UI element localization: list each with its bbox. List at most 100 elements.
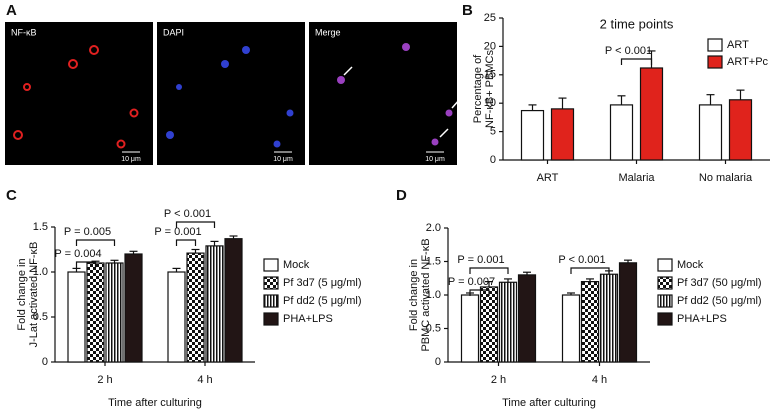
bar <box>86 262 105 363</box>
legend-label: Pf dd2 (5 μg/ml) <box>283 295 361 307</box>
y-tick-label: 0.5 <box>33 311 48 323</box>
image-label: NF-κB <box>11 27 37 37</box>
y-axis-label: Fold change in <box>16 258 28 330</box>
legend-label: Pf 3d7 (5 μg/ml) <box>283 277 361 289</box>
y-tick-label: 20 <box>484 40 496 52</box>
bar <box>124 253 143 363</box>
bar <box>580 281 600 363</box>
legend-swatch <box>657 258 673 272</box>
annotation: P = 0.007 <box>448 276 495 288</box>
y-axis-label: Fold change in <box>408 259 420 331</box>
y-axis-label: J-Lat activated NF-κB <box>28 242 40 348</box>
bar <box>728 99 753 161</box>
micrograph: NF-κB 10 μm <box>5 22 153 165</box>
panel-label: D <box>396 187 407 204</box>
significance-bracket <box>175 239 197 246</box>
y-tick-label: 1.0 <box>426 289 441 301</box>
legend-label: Mock <box>677 259 704 271</box>
y-tick-label: 10 <box>484 97 496 109</box>
y-tick-label: 0 <box>42 356 48 368</box>
bar <box>105 262 124 363</box>
bar <box>561 294 581 363</box>
bar <box>698 104 723 161</box>
annotation: P < 0.001 <box>605 45 652 57</box>
x-tick-label: 4 h <box>197 374 212 386</box>
bar <box>186 252 205 363</box>
y-tick-label: 25 <box>484 12 496 24</box>
bar <box>167 271 186 363</box>
legend-label: ART <box>727 39 749 51</box>
x-tick-label: 4 h <box>592 374 607 386</box>
bar <box>498 281 518 363</box>
significance-bracket <box>75 261 97 268</box>
bar <box>479 286 499 363</box>
y-axis-label: PBMC activated NF-κB <box>420 238 432 351</box>
legend-swatch <box>707 38 723 52</box>
significance-bracket <box>620 58 653 65</box>
annotation: P = 0.001 <box>457 254 504 266</box>
annotation: P = 0.004 <box>54 248 101 260</box>
legend-label: PHA+LPS <box>677 313 727 325</box>
scale-bar: 10 μm <box>425 156 445 163</box>
y-tick-label: 5 <box>490 126 496 138</box>
bar <box>460 294 480 363</box>
legend-swatch <box>263 294 279 308</box>
annotation: P < 0.001 <box>164 208 211 220</box>
legend-swatch <box>263 312 279 326</box>
y-tick-label: 1.0 <box>33 266 48 278</box>
panel-label: B <box>462 2 473 19</box>
legend-swatch <box>657 294 673 308</box>
bar <box>599 273 619 363</box>
bar <box>67 271 86 363</box>
bar <box>550 108 575 161</box>
image-label: DAPI <box>163 27 184 37</box>
x-tick-label: Malaria <box>618 172 655 184</box>
annotation: P = 0.001 <box>154 226 201 238</box>
legend-swatch <box>707 55 723 69</box>
y-axis-label: Percentage of <box>472 54 484 123</box>
bar <box>618 262 638 363</box>
x-axis-label: Time after culturing <box>502 397 596 409</box>
annotation: P = 0.005 <box>64 226 111 238</box>
scale-bar: 10 μm <box>273 156 293 163</box>
x-tick-label: 2 h <box>97 374 112 386</box>
bar <box>205 245 224 363</box>
legend-swatch <box>657 276 673 290</box>
x-tick-label: 2 h <box>491 374 506 386</box>
micrograph: DAPI 10 μm <box>157 22 305 165</box>
legend-label: Pf dd2 (50 μg/ml) <box>677 295 762 307</box>
x-tick-label: ART <box>537 172 559 184</box>
significance-bracket <box>469 289 490 296</box>
legend-swatch <box>657 312 673 326</box>
image-label: Merge <box>315 27 341 37</box>
significance-bracket <box>570 267 610 274</box>
bar <box>520 109 545 161</box>
bar <box>639 67 664 161</box>
legend-label: ART+Pc <box>727 56 769 68</box>
legend-label: Mock <box>283 259 310 271</box>
y-tick-label: 0 <box>435 356 441 368</box>
annotation: P < 0.001 <box>558 254 605 266</box>
bar <box>609 104 634 161</box>
y-tick-label: 15 <box>484 69 496 81</box>
legend-label: PHA+LPS <box>283 313 333 325</box>
y-tick-label: 1.5 <box>426 255 441 267</box>
significance-bracket <box>75 239 116 246</box>
legend-swatch <box>263 258 279 272</box>
legend-swatch <box>263 276 279 290</box>
bar <box>517 274 537 363</box>
scale-bar: 10 μm <box>121 156 141 163</box>
significance-bracket <box>175 221 216 228</box>
micrograph: Merge 10 μm <box>309 22 461 165</box>
y-tick-label: 0.5 <box>426 322 441 334</box>
bar <box>224 238 243 363</box>
x-tick-label: No malaria <box>699 172 753 184</box>
significance-bracket <box>469 267 509 274</box>
y-tick-label: 0 <box>490 154 496 166</box>
panel-label: C <box>6 187 17 204</box>
y-tick-label: 1.5 <box>33 221 48 233</box>
panel-label: A <box>6 2 17 19</box>
y-axis-label: NF-κB+ PBMCs <box>484 50 496 128</box>
legend-label: Pf 3d7 (50 μg/ml) <box>677 277 762 289</box>
